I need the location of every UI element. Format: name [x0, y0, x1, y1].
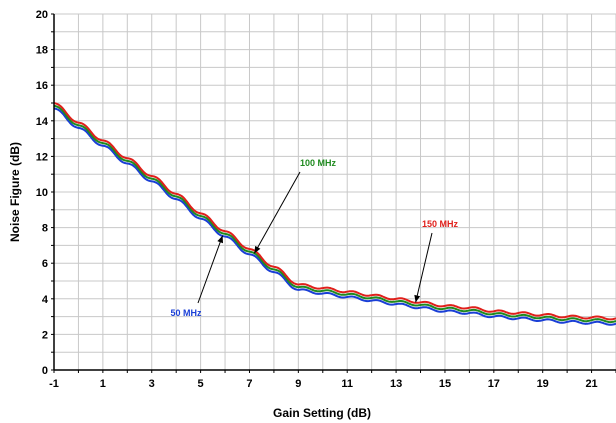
y-tick-label: 12 [36, 151, 48, 163]
series-line-100-mhz [53, 104, 616, 324]
y-tick-label: 6 [42, 258, 48, 270]
annotation-label-50-mhz: 50 MHz [170, 308, 202, 318]
annotation-arrow-100-mhz [253, 171, 301, 254]
annotation-arrowhead-100-mhz [254, 245, 261, 254]
annotation-label-150-mhz: 150 MHz [422, 219, 459, 229]
x-tick-label: 21 [585, 378, 597, 390]
y-tick-label: 14 [36, 116, 49, 128]
y-tick-label: 2 [42, 329, 48, 341]
x-tick-label: 15 [439, 378, 451, 390]
y-tick-label: 10 [36, 187, 48, 199]
x-tick-label: 17 [488, 378, 500, 390]
x-tick-label: 7 [246, 378, 252, 390]
y-tick-label: 16 [36, 80, 48, 92]
y-tick-label: 20 [36, 9, 48, 21]
y-tick-label: 18 [36, 45, 48, 57]
x-tick-label: 11 [341, 378, 353, 390]
x-tick-label: 3 [149, 378, 155, 390]
annotation-arrowhead-50-mhz [217, 235, 224, 244]
annotation-arrow-50-mhz [197, 235, 224, 304]
x-tick-label: 13 [390, 378, 402, 390]
x-tick-label: 19 [537, 378, 549, 390]
x-tick-label: 5 [198, 378, 204, 390]
x-tick-label: 9 [295, 378, 301, 390]
annotation-arrowhead-150-mhz [414, 294, 421, 303]
grid-lines [53, 13, 616, 371]
series-line-150-mhz [53, 102, 616, 321]
y-axis-title: Noise Figure (dB) [8, 142, 22, 242]
annotation-arrow-150-mhz [415, 232, 433, 303]
annotations: 100 MHz 150 MHz 50 MHz [170, 158, 458, 318]
series-lines [53, 102, 616, 326]
y-tick-label: 8 [42, 223, 48, 235]
x-tick-label: 1 [100, 378, 106, 390]
axes [51, 13, 616, 373]
x-axis-title: Gain Setting (dB) [273, 406, 371, 420]
series-line-50-mhz [53, 107, 616, 326]
y-tick-label: 4 [42, 294, 49, 306]
annotation-label-100-mhz: 100 MHz [300, 158, 337, 168]
y-tick-label: 0 [42, 365, 48, 377]
x-tick-label: -1 [49, 378, 59, 390]
